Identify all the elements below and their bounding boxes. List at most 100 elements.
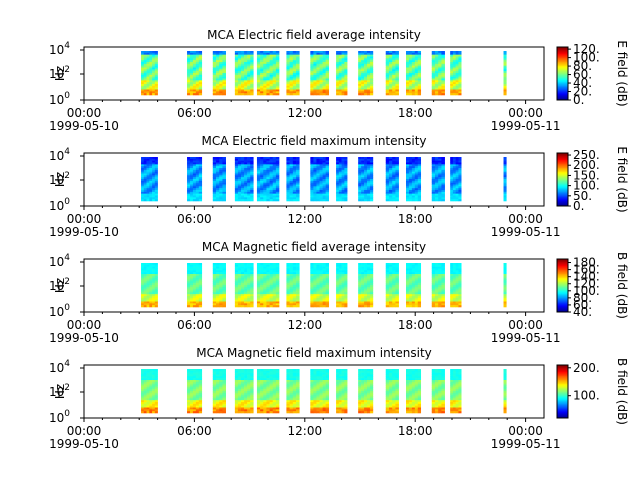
spectrogram-cell (222, 93, 226, 96)
spectrogram-cell (263, 266, 267, 269)
spectrogram-cell (313, 51, 317, 54)
spectrogram-cell (234, 272, 239, 275)
spectrogram-cell (441, 188, 445, 191)
spectrogram-cell (237, 169, 242, 172)
spectrogram-cell (434, 54, 439, 57)
spectrogram-cell (338, 281, 342, 284)
spectrogram-cell (417, 292, 422, 295)
spectrogram-cell (272, 191, 277, 194)
data-interval-2 (187, 51, 203, 96)
spectrogram-cell (189, 168, 194, 171)
spectrogram-cell (503, 168, 507, 171)
spectrogram-cell (286, 274, 290, 277)
spectrogram-cell (414, 160, 419, 163)
spectrogram-cell (417, 197, 422, 200)
spectrogram-cell (385, 283, 390, 286)
spectrogram-cell (192, 182, 197, 185)
spectrogram-cell (219, 263, 223, 266)
spectrogram-cell (385, 191, 390, 194)
spectrogram-cell (286, 52, 290, 55)
spectrogram-cell (187, 263, 191, 266)
spectrogram-cell (319, 296, 323, 299)
data-interval-8 (336, 263, 348, 308)
colorbar-swatch (557, 306, 568, 309)
spectrogram-cell (260, 87, 264, 90)
spectrogram-cell (272, 71, 277, 74)
spectrogram-cell (385, 158, 390, 161)
spectrogram-cell (385, 168, 390, 171)
spectrogram-cell (364, 160, 368, 163)
spectrogram-cell (189, 266, 194, 269)
spectrogram-cell (260, 180, 264, 183)
spectrogram-cell (364, 268, 368, 271)
spectrogram-cell (441, 51, 445, 54)
spectrogram-cell (237, 62, 242, 65)
spectrogram-cell (269, 285, 274, 288)
spectrogram-cell (392, 173, 396, 176)
spectrogram-cell (408, 296, 413, 299)
spectrogram-cell (366, 87, 371, 90)
spectrogram-cell (263, 91, 267, 94)
spectrogram-cell (263, 82, 267, 85)
spectrogram-cell (366, 266, 371, 269)
spectrogram-cell (237, 274, 242, 277)
spectrogram-cell (234, 305, 239, 308)
spectrogram-cell (341, 193, 345, 196)
colorbar-swatch (557, 92, 568, 94)
spectrogram-cell (438, 52, 442, 55)
spectrogram-cell (338, 188, 342, 191)
spectrogram-cell (275, 195, 280, 198)
spectrogram-cell (395, 69, 399, 72)
spectrogram-cell (250, 274, 254, 277)
spectrogram-cell (319, 264, 323, 267)
spectrogram-cell (141, 85, 145, 88)
spectrogram-cell (369, 76, 374, 79)
spectrogram-cell (414, 286, 419, 289)
spectrogram-cell (212, 76, 217, 79)
spectrogram-cell (260, 266, 264, 269)
spectrogram-cell (272, 63, 277, 66)
spectrogram-cell (141, 188, 145, 191)
spectrogram-cell (338, 171, 342, 174)
spectrogram-cell (392, 73, 396, 76)
spectrogram-cell (341, 303, 345, 306)
spectrogram-cell (247, 60, 251, 63)
spectrogram-cell (438, 195, 442, 198)
spectrogram-cell (458, 84, 462, 87)
spectrogram-cell (149, 182, 153, 185)
spectrogram-cell (216, 274, 220, 277)
spectrogram-cell (452, 89, 456, 92)
spectrogram-cell (438, 266, 442, 269)
spectrogram-cell (212, 296, 217, 299)
spectrogram-cell (269, 288, 274, 291)
spectrogram-cell (212, 294, 217, 297)
spectrogram-cell (316, 277, 320, 280)
spectrogram-cell (438, 301, 442, 304)
spectrogram-cell (216, 193, 220, 196)
spectrogram-cell (198, 51, 203, 54)
spectrogram-cell (195, 67, 200, 70)
spectrogram-cell (411, 294, 416, 297)
spectrogram-cell (260, 290, 264, 293)
spectrogram-cell (503, 272, 507, 275)
spectrogram-cell (263, 62, 267, 65)
spectrogram-cell (198, 285, 203, 288)
spectrogram-cell (431, 270, 436, 273)
spectrogram-cell (237, 186, 242, 189)
spectrogram-cell (296, 288, 300, 291)
spectrogram-cell (219, 305, 223, 308)
spectrogram-cell (438, 74, 442, 77)
spectrogram-cell (152, 285, 156, 288)
spectrogram-cell (406, 294, 410, 297)
spectrogram-cell (438, 197, 442, 200)
spectrogram-cell (369, 91, 374, 94)
spectrogram-cell (395, 294, 399, 297)
spectrogram-cell (417, 299, 422, 302)
spectrogram-cell (256, 305, 261, 308)
spectrogram-cell (152, 294, 156, 297)
spectrogram-cell (364, 91, 368, 94)
spectrogram-cell (269, 270, 274, 273)
spectrogram-cell (154, 279, 158, 282)
spectrogram-cell (192, 74, 197, 77)
spectrogram-cell (455, 184, 459, 187)
